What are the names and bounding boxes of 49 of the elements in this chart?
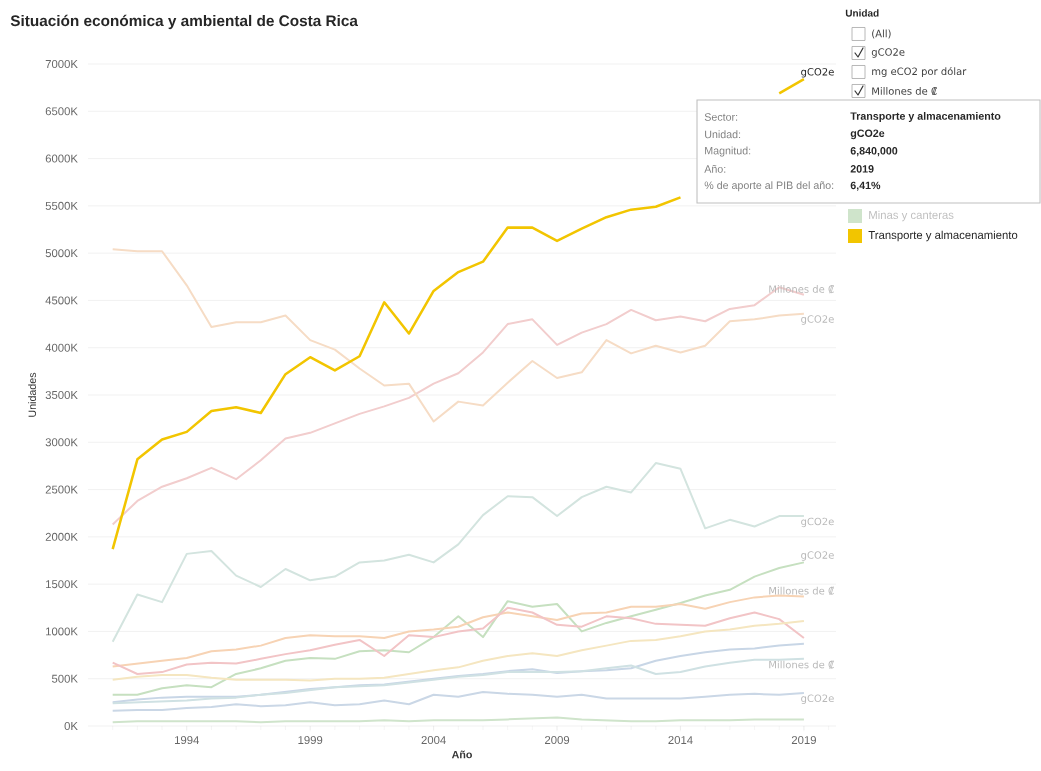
annotation: Millones de ₡ bbox=[769, 284, 834, 294]
annotation: gCO2e bbox=[801, 551, 834, 561]
text: 6,840,000 bbox=[850, 147, 898, 157]
annotation: Millones de ₡ bbox=[769, 660, 834, 669]
y-tick-label: 4500K bbox=[45, 296, 78, 305]
y-tick-label: 6500K bbox=[45, 107, 78, 116]
y-tick-label: 0K bbox=[64, 722, 78, 731]
annotation: Millones de ₡ bbox=[769, 586, 834, 595]
y-tick-label: 500K bbox=[51, 674, 78, 683]
legend-label: Transporte y almacenamiento bbox=[868, 230, 1018, 242]
text: Unidad bbox=[845, 9, 879, 17]
annotation: Magnitud: bbox=[705, 146, 751, 157]
x-tick-label: 1994 bbox=[175, 736, 200, 745]
text: 2019 bbox=[850, 165, 874, 173]
annotation: Sector: bbox=[704, 113, 738, 121]
annotation: Unidad: bbox=[705, 130, 741, 139]
text: mg eCO2 por dólar bbox=[872, 66, 967, 78]
y-axis-title: Unidades bbox=[28, 372, 37, 417]
y-tick-label: 7000K bbox=[45, 60, 78, 69]
y-tick-label: 3500K bbox=[45, 391, 78, 400]
y-tick-label: 1000K bbox=[46, 627, 78, 636]
x-tick-label: 2004 bbox=[421, 736, 446, 745]
x-axis-title: Año bbox=[451, 750, 472, 759]
chart-title: Situación económica y ambiental de Costa Rica bbox=[10, 14, 358, 30]
x-tick-label: 2019 bbox=[791, 736, 816, 745]
annotation: gCO2e bbox=[801, 517, 834, 528]
y-tick-label: 3000K bbox=[45, 438, 78, 447]
annotation: Año: bbox=[704, 165, 726, 173]
y-tick-label: 2500K bbox=[45, 485, 78, 494]
annotation: gCO2e bbox=[801, 694, 834, 704]
text: gCO2e bbox=[871, 48, 905, 58]
y-tick-label: 6000K bbox=[45, 154, 78, 163]
text: (All) bbox=[872, 29, 891, 39]
x-tick-label: 1999 bbox=[298, 736, 323, 745]
text: 6,41% bbox=[850, 181, 881, 191]
y-tick-label: 5000K bbox=[45, 249, 78, 258]
legend-label: Minas y canteras bbox=[869, 210, 954, 222]
y-tick-label: 2000K bbox=[45, 532, 78, 541]
text: Millones de ₡ bbox=[872, 86, 937, 96]
text: gCO2e bbox=[850, 129, 885, 140]
x-tick-label: 2009 bbox=[545, 736, 570, 745]
annotation: gCO2e bbox=[801, 315, 834, 325]
y-tick-label: 5500K bbox=[45, 201, 78, 210]
annotation: gCO2e bbox=[801, 68, 834, 78]
y-tick-label: 1500K bbox=[46, 580, 78, 589]
text: Transporte y almacenamiento bbox=[850, 112, 1001, 122]
y-tick-label: 4000K bbox=[45, 343, 78, 352]
annotation: % de aporte al PIB del año: bbox=[704, 181, 834, 192]
x-tick-label: 2014 bbox=[668, 736, 693, 745]
